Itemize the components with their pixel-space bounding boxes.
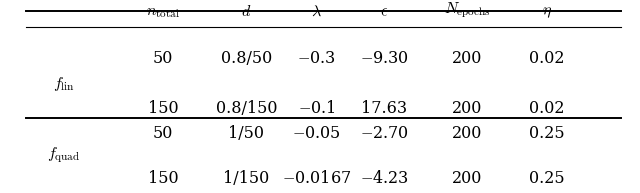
- Text: $N_{\mathrm{epochs}}$: $N_{\mathrm{epochs}}$: [444, 1, 491, 20]
- Text: 0.02: 0.02: [529, 50, 565, 67]
- Text: 200: 200: [452, 125, 483, 142]
- Text: 0.02: 0.02: [529, 100, 565, 117]
- Text: 150: 150: [148, 100, 179, 117]
- Text: $n_{\mathrm{total}}$: $n_{\mathrm{total}}$: [146, 3, 180, 20]
- Text: $d$: $d$: [241, 3, 252, 20]
- Text: 0.8/50: 0.8/50: [221, 50, 272, 67]
- Text: 50: 50: [153, 125, 173, 142]
- Text: $-$0.3: $-$0.3: [298, 50, 336, 67]
- Text: 0.25: 0.25: [529, 170, 565, 187]
- Text: 17.63: 17.63: [361, 100, 407, 117]
- Text: 150: 150: [148, 170, 179, 187]
- Text: $-$0.0167: $-$0.0167: [282, 170, 351, 187]
- Text: $-$9.30: $-$9.30: [360, 50, 408, 67]
- Text: $-$0.05: $-$0.05: [292, 125, 341, 142]
- Text: 0.25: 0.25: [529, 125, 565, 142]
- Text: $-$2.70: $-$2.70: [360, 125, 408, 142]
- Text: $\epsilon$: $\epsilon$: [380, 3, 388, 20]
- Text: $f_{\mathrm{lin}}$: $f_{\mathrm{lin}}$: [53, 75, 75, 93]
- Text: $\eta$: $\eta$: [542, 3, 552, 20]
- Text: $-$4.23: $-$4.23: [360, 170, 408, 187]
- Text: 50: 50: [153, 50, 173, 67]
- Text: $-$0.1: $-$0.1: [298, 100, 335, 117]
- Text: 1/50: 1/50: [228, 125, 264, 142]
- Text: 0.8/150: 0.8/150: [216, 100, 277, 117]
- Text: $f_{\mathrm{quad}}$: $f_{\mathrm{quad}}$: [47, 146, 81, 165]
- Text: 200: 200: [452, 50, 483, 67]
- Text: $\lambda$: $\lambda$: [312, 3, 322, 20]
- Text: 200: 200: [452, 100, 483, 117]
- Text: 1/150: 1/150: [223, 170, 269, 187]
- Text: 200: 200: [452, 170, 483, 187]
